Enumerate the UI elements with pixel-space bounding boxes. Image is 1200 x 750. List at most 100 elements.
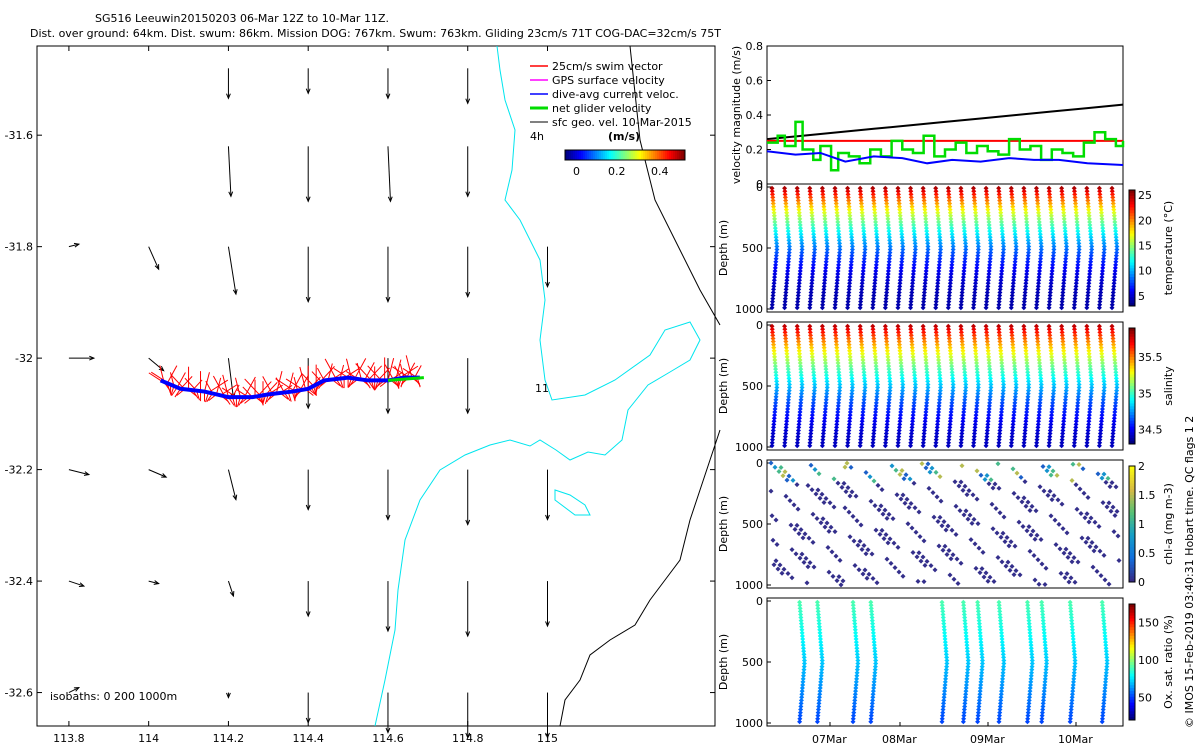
profile-point [1099,360,1105,366]
profile-point [1051,250,1057,256]
profile-point [948,271,954,277]
profile-point [937,397,943,403]
profile-point [923,360,929,366]
profile-point [770,289,776,295]
profile-point [795,201,801,207]
profile-point [1022,201,1028,207]
profile-point [1010,280,1016,286]
profile-point [782,299,788,305]
profile-point [796,345,802,351]
profile-point [908,434,914,440]
profile-point [987,231,993,237]
profile-point [1022,286,1028,292]
profile-point [835,403,841,409]
profile-point [772,354,778,360]
profile-point [796,283,802,289]
profile-point [1035,204,1041,210]
profile-point [922,418,928,424]
profile-point [871,424,877,430]
sfc-vector [148,580,159,585]
profile-point [858,434,864,440]
colorbar-cell [617,150,620,160]
profile-point [1009,335,1015,341]
profile-colorbar-cell [1129,561,1135,566]
profile-point [934,289,940,295]
profile-point [971,326,977,332]
profile-point [1021,185,1027,191]
profile-point [896,194,902,200]
profile-point [1074,357,1080,363]
profile-colorbar-cell [1129,386,1135,390]
profile-point [1009,191,1015,197]
profile-point [810,262,816,268]
profile-point [910,409,916,415]
profile-point [861,369,867,375]
profile-point [795,293,801,299]
profile-point [823,231,829,237]
profile-point [862,243,868,249]
profile-point [796,415,802,421]
profile-point [862,391,868,397]
profile-point [898,225,904,231]
profile-point [1075,231,1081,237]
profile-point [785,406,791,412]
profile-point [1000,256,1006,262]
profile-point [795,296,801,302]
swim-vector [355,363,372,381]
profile-point [833,293,839,299]
profile-point [799,388,805,394]
profile-point [985,342,991,348]
profile-point [946,302,952,308]
profile-point [1013,391,1019,397]
profile-point [1073,421,1079,427]
profile-colorbar-cell [1129,691,1135,695]
profile-point [873,219,879,225]
swim-vector [166,365,178,384]
profile-point [834,421,840,427]
profile-point [1086,277,1092,283]
profile-point [962,234,968,240]
profile-point [771,286,777,292]
profile-point [986,360,992,366]
profile-point [946,440,952,446]
profile-point [860,225,866,231]
profile-point [1098,427,1104,433]
profile-point [807,191,813,197]
profile-point [1100,231,1106,237]
profile-point [934,207,940,213]
profile-point [835,265,841,271]
profile-point [847,213,853,219]
profile-point [810,271,816,277]
profile-point [974,366,980,372]
profile-colorbar-cell [1129,388,1135,393]
profile-point [1111,210,1117,216]
profile-point [796,421,802,427]
profile-point [975,247,981,253]
profile-point [1074,409,1080,415]
profile-colorbar-cell [1129,236,1135,240]
profile-point [837,243,843,249]
profile-point [911,268,917,274]
profile-point [935,277,941,283]
profile-point [937,256,943,262]
sfc-vector-head [387,196,393,203]
profile-point [973,418,979,424]
profile-point [912,388,918,394]
profile-point [996,188,1002,194]
profile-point [924,366,930,372]
profile-point [937,372,943,378]
profile-point [1110,289,1116,295]
profile-colorbar-cell [1129,656,1135,660]
profile-point [848,222,854,228]
profile-point [960,210,966,216]
profile-point [959,296,965,302]
profile-point [1084,188,1090,194]
profile-point [811,231,817,237]
legend-dac-label: dive-avg current veloc. [552,88,679,101]
profile-point [1113,262,1119,268]
profile-point [859,207,865,213]
profile-point [1063,250,1069,256]
profile-point [783,424,789,430]
sfc-vector-head [465,191,471,198]
